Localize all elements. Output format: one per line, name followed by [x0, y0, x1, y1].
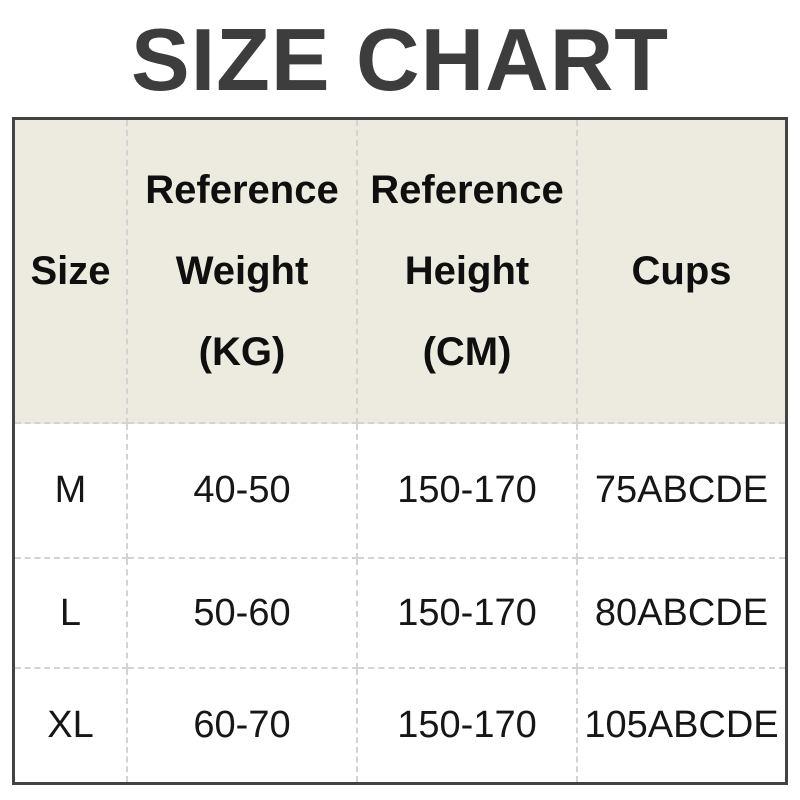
header-height-line3: (CM): [422, 329, 512, 374]
size-chart-table: Size Reference Weight (KG) Reference Hei…: [12, 117, 788, 785]
header-size-label: Size: [30, 248, 111, 293]
row-l-height: 150-170: [358, 559, 578, 669]
header-reference-height: Reference Height (CM): [358, 120, 578, 424]
header-reference-weight: Reference Weight (KG): [128, 120, 358, 424]
row-m-weight: 40-50: [128, 424, 358, 559]
row-l-weight: 50-60: [128, 559, 358, 669]
row-xl-height: 150-170: [358, 669, 578, 782]
header-height-line1: Reference: [370, 167, 564, 212]
row-l-size: L: [15, 559, 128, 669]
page-title: SIZE CHART: [131, 10, 669, 109]
row-xl-size: XL: [15, 669, 128, 782]
row-xl-weight: 60-70: [128, 669, 358, 782]
size-chart-page: SIZE CHART Size Reference Weight (KG) Re…: [0, 12, 800, 800]
row-m-size: M: [15, 424, 128, 559]
header-cups-label: Cups: [631, 248, 732, 293]
header-cups: Cups: [578, 120, 785, 424]
header-weight-line2: Weight: [175, 248, 309, 293]
header-weight-line3: (KG): [198, 329, 286, 374]
header-size: Size: [15, 120, 128, 424]
row-xl-cups: 105ABCDE: [584, 704, 779, 746]
header-weight-line1: Reference: [145, 167, 339, 212]
row-m-cups: 75ABCDE: [578, 424, 785, 559]
row-l-cups: 80ABCDE: [578, 559, 785, 669]
header-height-line2: Height: [404, 248, 530, 293]
row-m-height: 150-170: [358, 424, 578, 559]
